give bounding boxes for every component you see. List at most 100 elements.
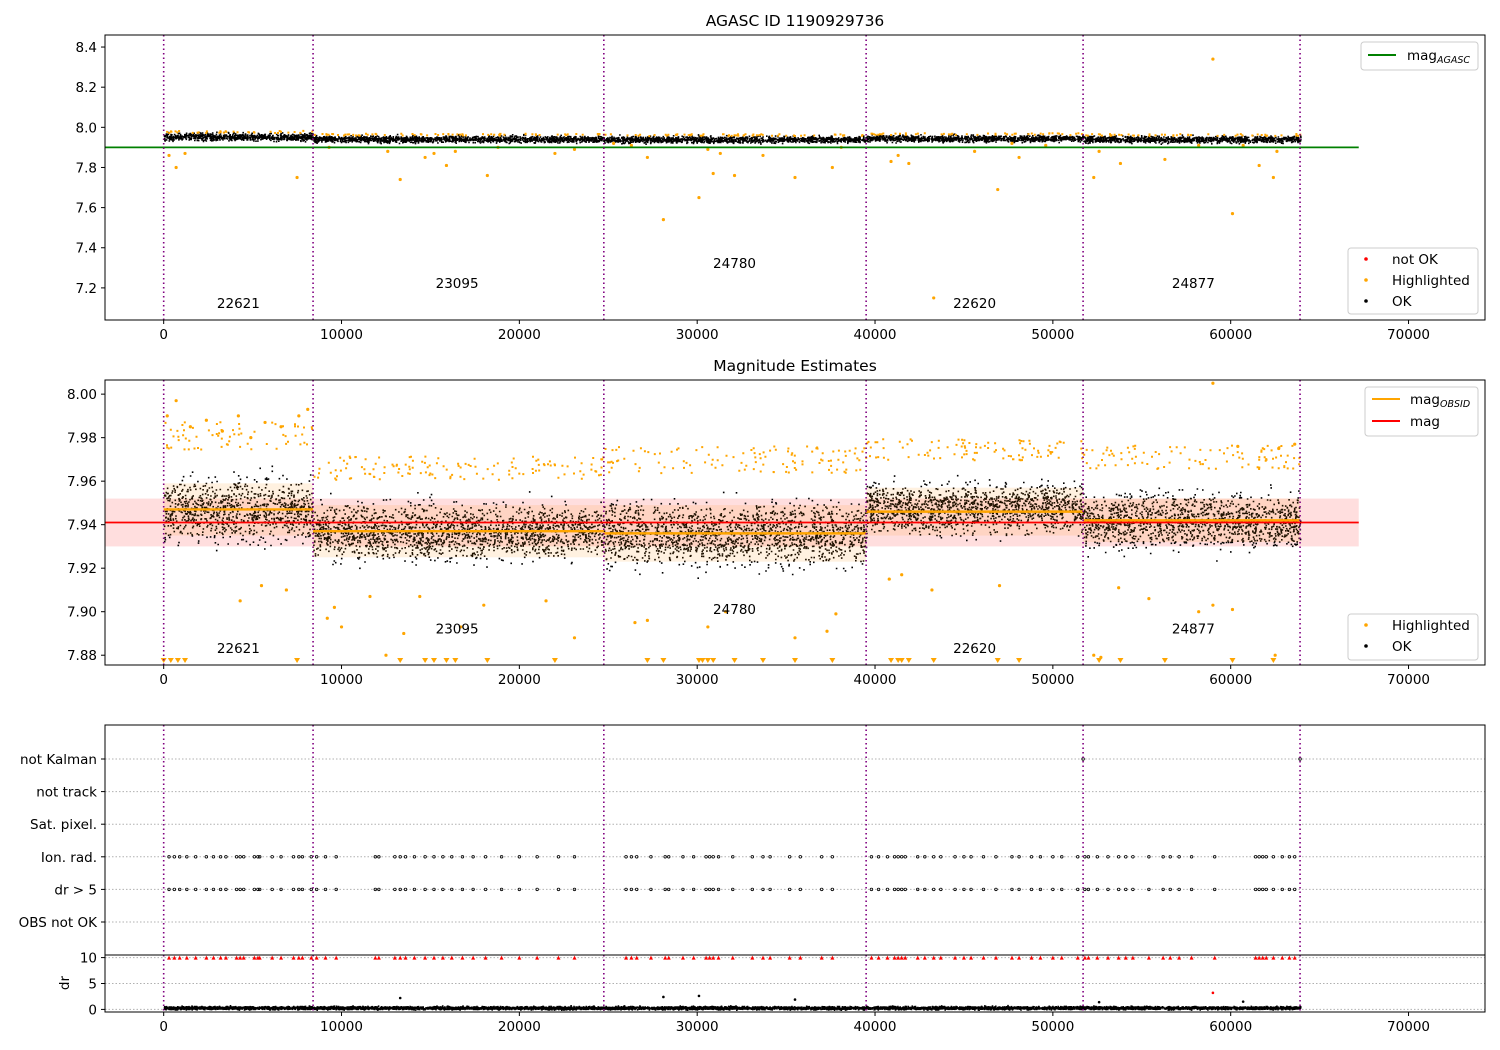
agasc-highlighted-point bbox=[1241, 143, 1245, 147]
magnitude-highlighted-point bbox=[384, 653, 388, 657]
flag-event-marker bbox=[869, 887, 874, 892]
magnitude-highlighted-point bbox=[930, 588, 934, 592]
flag-event-marker bbox=[1086, 887, 1091, 892]
agasc-obsid-label: 22620 bbox=[953, 296, 996, 312]
flag-event-marker bbox=[258, 855, 262, 859]
agasc-highlighted-point bbox=[174, 165, 178, 170]
agasc-legend-bottom: not OK Highlighted OK bbox=[1347, 247, 1479, 315]
flag-event-marker bbox=[1010, 887, 1014, 892]
flag-event-marker bbox=[1060, 887, 1064, 892]
magnitude-legend-bottom: Highlighted OK bbox=[1347, 613, 1479, 661]
flag-event-marker bbox=[314, 887, 319, 892]
agasc-highlighted-point bbox=[432, 151, 436, 156]
dr-capped-marker bbox=[449, 955, 454, 960]
flag-event-marker bbox=[1029, 887, 1034, 892]
flag-event-marker bbox=[885, 887, 890, 892]
flags-axes: not Kalman not track Sat. pixel. Ion. rad. d… bbox=[19, 752, 105, 931]
dr-capped-marker bbox=[899, 955, 904, 960]
dr-capped-marker bbox=[1161, 955, 1166, 960]
agasc-highlighted-point bbox=[386, 149, 390, 154]
agasc-highlighted-point bbox=[706, 147, 710, 152]
flag-event-marker bbox=[932, 887, 936, 892]
flag-event-marker bbox=[334, 887, 338, 892]
flag-event-marker bbox=[572, 855, 577, 859]
flag-event-marker bbox=[398, 887, 402, 892]
magnitude-highlighted-point bbox=[706, 625, 710, 629]
magnitude-highlighted-point bbox=[188, 425, 192, 429]
magnitude-obsid-label: 22620 bbox=[953, 641, 996, 657]
flag-event-marker bbox=[1271, 855, 1276, 859]
agasc-panel: AGASC ID 1190929736 22621 23095 24780 22620… bbox=[76, 12, 1486, 343]
dr-capped-marker bbox=[691, 955, 696, 960]
flag-event-marker bbox=[649, 855, 653, 859]
agasc-highlighted-point bbox=[572, 147, 577, 152]
magnitude-highlighted-point bbox=[1277, 446, 1281, 451]
below-range-marker bbox=[1229, 658, 1236, 663]
dr-y-tick-label: 10 bbox=[80, 951, 97, 967]
dr-capped-marker bbox=[938, 955, 943, 960]
dr-outlier-point bbox=[697, 994, 701, 998]
flag-event-marker bbox=[177, 887, 182, 892]
magnitude-highlighted-point bbox=[332, 605, 337, 609]
flag-event-marker bbox=[499, 855, 504, 859]
magnitude-highlighted-point bbox=[633, 620, 637, 625]
legend-marker-ok bbox=[1364, 299, 1368, 303]
magnitude-highlighted-point bbox=[572, 636, 577, 640]
flag-event-marker bbox=[224, 855, 228, 859]
flag-event-marker bbox=[1161, 855, 1165, 859]
flags-plot-area bbox=[105, 725, 1485, 955]
agasc-highlighted-point bbox=[1211, 57, 1215, 61]
flag-event-marker bbox=[1253, 855, 1258, 859]
flag-event-marker bbox=[1017, 887, 1021, 892]
agasc-x-tick-label: 50000 bbox=[1031, 327, 1074, 343]
flag-event-marker bbox=[211, 887, 216, 892]
agasc-highlighted-point bbox=[896, 153, 900, 158]
flag-event-marker bbox=[499, 887, 504, 892]
flag-event-marker bbox=[256, 855, 260, 859]
agasc-highlighted-point bbox=[1163, 157, 1167, 162]
flag-event-marker bbox=[172, 887, 177, 892]
flag-event-marker bbox=[517, 887, 522, 892]
dr-capped-marker bbox=[392, 955, 397, 960]
flag-event-marker bbox=[635, 855, 639, 859]
agasc-highlighted-point bbox=[1257, 163, 1261, 168]
dr-x-tick-label: 10000 bbox=[320, 1019, 363, 1035]
flag-event-marker bbox=[556, 887, 561, 892]
agasc-ok-points bbox=[1083, 134, 1302, 145]
flag-event-marker bbox=[969, 887, 973, 892]
dr-capped-marker bbox=[279, 955, 284, 960]
agasc-highlighted-point bbox=[1197, 143, 1201, 147]
svg-text:magOBSID: magOBSID bbox=[1410, 392, 1470, 410]
dr-capped-marker bbox=[634, 955, 639, 960]
flag-event-marker bbox=[167, 855, 171, 859]
flag-event-marker bbox=[962, 855, 966, 859]
flag-event-marker bbox=[242, 855, 246, 859]
agasc-ok-points bbox=[603, 134, 868, 145]
dr-capped-marker bbox=[517, 955, 522, 960]
magnitude-highlighted-point bbox=[204, 418, 208, 422]
dr-capped-marker bbox=[760, 955, 765, 960]
agasc-highlighted-point bbox=[1092, 175, 1096, 180]
flag-event-marker bbox=[556, 855, 561, 859]
magnitude-highlighted-point bbox=[284, 588, 288, 592]
legend-label-not-ok: not OK bbox=[1392, 252, 1439, 268]
flag-event-marker bbox=[663, 887, 667, 892]
flag-event-marker bbox=[218, 855, 223, 859]
agasc-y-tick-label: 7.6 bbox=[76, 201, 97, 217]
flag-event-marker bbox=[483, 887, 488, 892]
magnitude-highlighted-point bbox=[263, 420, 267, 425]
flag-event-marker bbox=[1189, 887, 1194, 892]
flag-event-marker bbox=[234, 855, 239, 859]
dr-capped-marker bbox=[460, 955, 465, 960]
flag-event-marker bbox=[787, 855, 792, 859]
magnitude-axes: 0 10000 20000 30000 40000 50000 60000 70000 7.88… bbox=[67, 387, 1430, 688]
dr-capped-marker bbox=[896, 955, 901, 960]
flag-event-marker bbox=[1083, 887, 1087, 892]
agasc-highlighted-point bbox=[1097, 149, 1101, 154]
agasc-obsid-label: 24877 bbox=[1172, 276, 1215, 292]
flag-event-marker bbox=[432, 855, 436, 859]
dr-capped-marker bbox=[922, 955, 927, 960]
dr-capped-marker bbox=[969, 955, 974, 960]
dr-capped-marker bbox=[300, 955, 305, 960]
flag-event-marker bbox=[193, 855, 198, 859]
